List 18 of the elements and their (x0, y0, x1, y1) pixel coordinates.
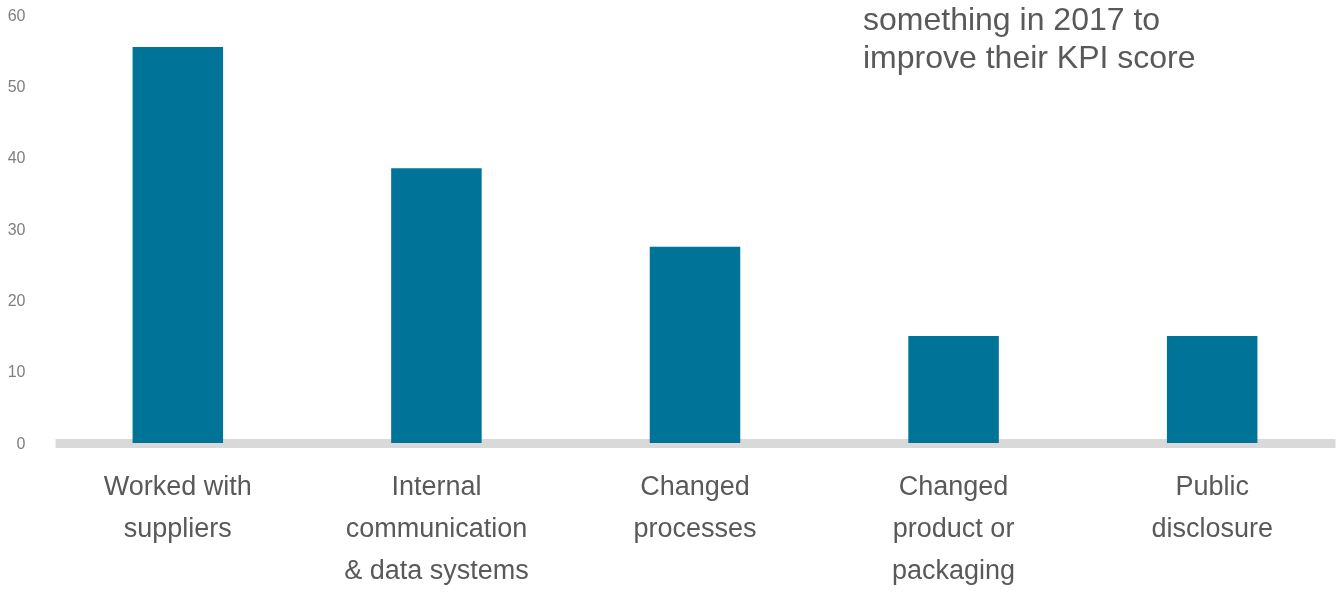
bar (908, 336, 999, 443)
y-tick-label: 20 (7, 291, 26, 309)
bar (1166, 336, 1258, 443)
x-tick-label: Internal communication & data systems (344, 470, 529, 585)
bar (132, 47, 224, 443)
y-tick-label: 50 (7, 77, 26, 95)
x-tick-label: Changed product or packaging (892, 470, 1016, 585)
y-tick-label: 30 (7, 220, 26, 238)
y-tick-label: 40 (7, 149, 26, 167)
x-tick-label: Worked with suppliers (103, 470, 252, 543)
x-tick-label: Public disclosure (1151, 470, 1273, 543)
y-tick-label: 60 (7, 6, 26, 24)
bar (649, 246, 741, 443)
bar (391, 168, 482, 443)
y-tick-label: 0 (16, 434, 26, 452)
x-tick-label: Changed processes (633, 470, 757, 543)
annotation: something in 2017 to improve their KPI score (863, 1, 1196, 75)
y-tick-label: 10 (7, 363, 26, 381)
